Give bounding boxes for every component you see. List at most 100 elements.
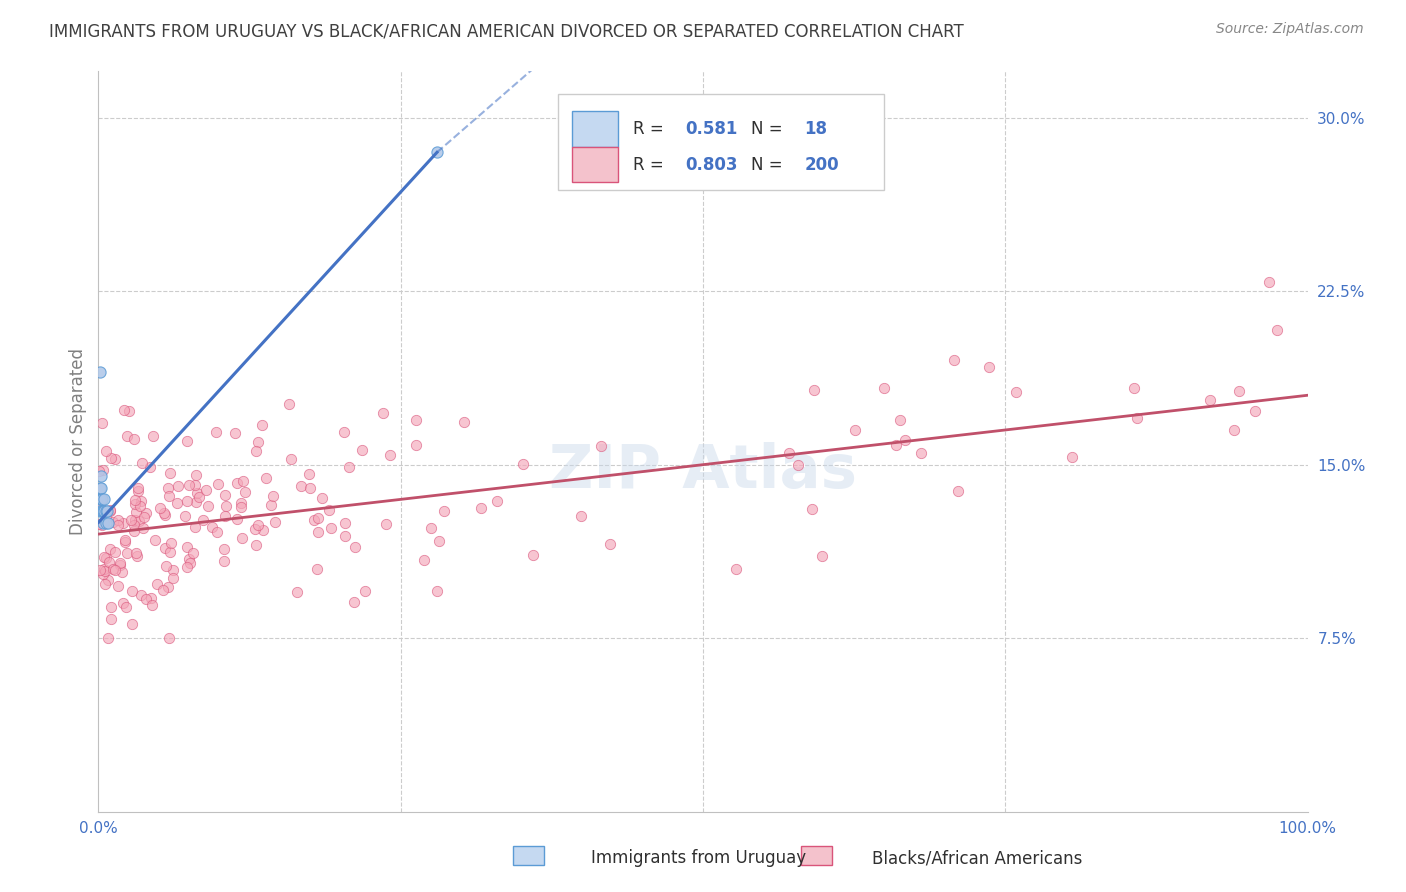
Point bbox=[231, 532, 253, 546]
Point bbox=[135, 592, 157, 607]
Point bbox=[193, 512, 215, 526]
Text: R =: R = bbox=[633, 120, 669, 138]
Point bbox=[205, 425, 228, 439]
Point bbox=[378, 448, 401, 462]
Point bbox=[129, 494, 152, 508]
Point bbox=[810, 549, 832, 564]
Point bbox=[162, 571, 184, 585]
Point bbox=[91, 567, 114, 582]
Point bbox=[224, 425, 246, 440]
Text: 18: 18 bbox=[804, 120, 828, 138]
Point bbox=[298, 467, 321, 481]
Point bbox=[90, 469, 112, 483]
Point bbox=[233, 485, 256, 500]
Point bbox=[181, 546, 204, 560]
Point bbox=[512, 457, 534, 471]
Point bbox=[135, 506, 157, 520]
Point bbox=[373, 406, 395, 420]
Point bbox=[124, 497, 146, 511]
Point bbox=[205, 525, 228, 540]
Point bbox=[124, 432, 146, 446]
Point bbox=[97, 516, 120, 530]
Point bbox=[146, 577, 169, 591]
Point bbox=[153, 506, 176, 520]
FancyBboxPatch shape bbox=[558, 94, 884, 190]
Point bbox=[342, 595, 364, 609]
Point bbox=[229, 496, 252, 510]
Point bbox=[89, 499, 111, 513]
Point bbox=[247, 517, 270, 532]
Point bbox=[96, 504, 118, 518]
Bar bbox=[801, 846, 832, 865]
Point bbox=[97, 631, 120, 645]
Point bbox=[100, 612, 122, 626]
Text: Blacks/African Americans: Blacks/African Americans bbox=[872, 849, 1083, 867]
Point bbox=[413, 553, 436, 567]
Point bbox=[127, 481, 149, 495]
Point bbox=[98, 504, 121, 518]
Point bbox=[128, 514, 150, 528]
Bar bbox=[572, 112, 619, 147]
Point bbox=[142, 429, 165, 443]
Point bbox=[278, 397, 301, 411]
Point bbox=[100, 599, 122, 614]
Point bbox=[94, 516, 117, 530]
Point bbox=[298, 481, 321, 495]
Point bbox=[94, 551, 117, 566]
Point bbox=[420, 521, 443, 535]
Point bbox=[104, 563, 127, 577]
Point bbox=[215, 500, 238, 514]
Point bbox=[107, 513, 129, 527]
Point bbox=[107, 579, 129, 593]
Point bbox=[214, 509, 236, 524]
Point bbox=[152, 582, 174, 597]
Point bbox=[470, 501, 492, 516]
Point bbox=[337, 459, 360, 474]
Point bbox=[157, 581, 180, 595]
Point bbox=[153, 541, 176, 556]
Point bbox=[149, 501, 172, 516]
Point bbox=[131, 521, 153, 535]
Point bbox=[91, 504, 114, 518]
Point bbox=[127, 549, 149, 564]
Point bbox=[186, 486, 208, 500]
Point bbox=[160, 536, 183, 550]
Point bbox=[159, 544, 181, 558]
Point bbox=[93, 504, 115, 518]
Point bbox=[375, 516, 398, 531]
Point bbox=[1258, 275, 1281, 289]
Point bbox=[94, 564, 117, 578]
Point bbox=[98, 541, 121, 556]
Point bbox=[121, 583, 143, 598]
Point bbox=[262, 489, 284, 503]
Point bbox=[93, 562, 115, 576]
Point bbox=[131, 588, 153, 602]
Point bbox=[333, 528, 356, 542]
Point bbox=[453, 415, 475, 429]
Point bbox=[153, 508, 176, 522]
Point bbox=[599, 537, 621, 551]
Point bbox=[155, 558, 177, 573]
Point bbox=[176, 434, 198, 448]
Point bbox=[179, 477, 201, 491]
Point bbox=[94, 577, 117, 591]
Point bbox=[177, 551, 200, 566]
Point bbox=[332, 425, 354, 439]
Point bbox=[591, 439, 613, 453]
Point bbox=[1243, 404, 1265, 418]
Point bbox=[120, 513, 142, 527]
Point bbox=[1265, 323, 1288, 337]
Point bbox=[302, 513, 325, 527]
Point bbox=[104, 451, 127, 466]
Point bbox=[333, 516, 356, 531]
Y-axis label: Divorced or Separated: Divorced or Separated bbox=[69, 348, 87, 535]
Point bbox=[426, 583, 449, 598]
Point bbox=[91, 492, 114, 507]
Point bbox=[104, 545, 127, 559]
Point bbox=[354, 584, 377, 599]
Text: ZIP Atlas: ZIP Atlas bbox=[548, 442, 858, 500]
Bar bbox=[572, 147, 619, 183]
Point bbox=[243, 521, 266, 535]
Point bbox=[159, 631, 181, 645]
Point bbox=[212, 554, 235, 568]
